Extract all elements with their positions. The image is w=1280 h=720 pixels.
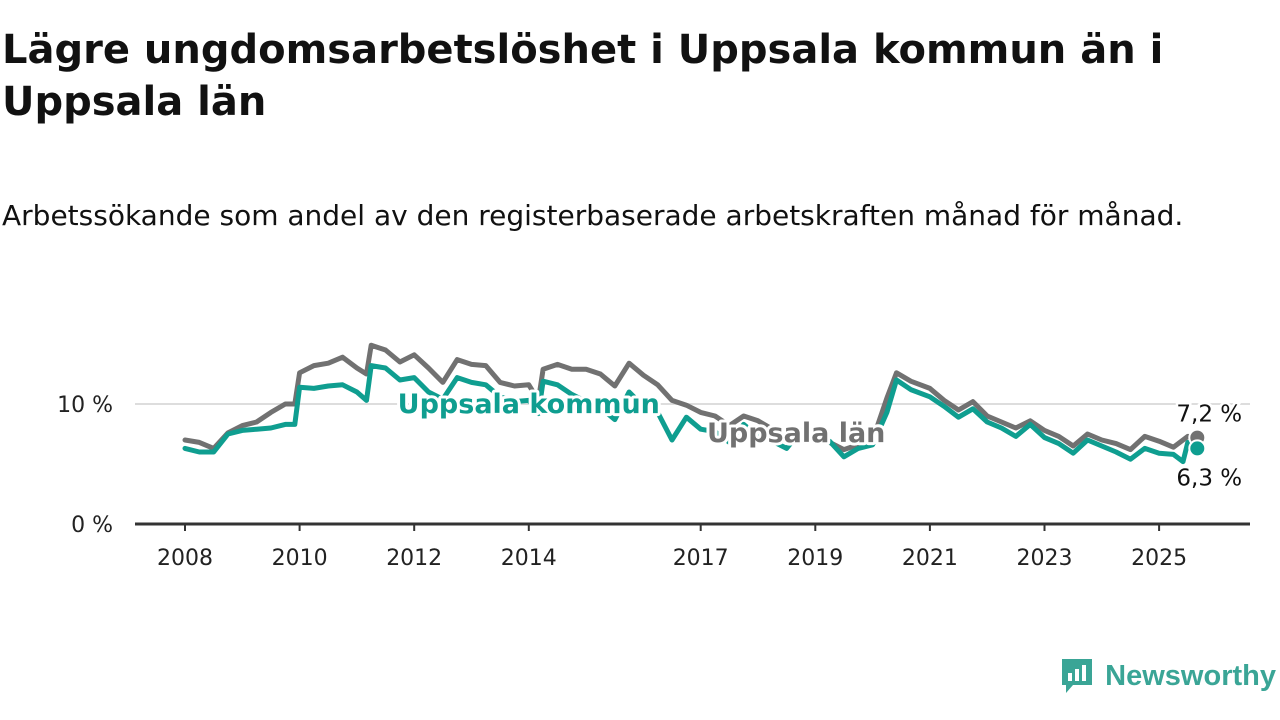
x-tick-label: 2021 — [902, 546, 958, 571]
x-tick-label: 2023 — [1017, 546, 1073, 571]
series-lines — [182, 342, 1200, 465]
series-label: Uppsala län — [707, 418, 885, 449]
y-axis-labels: 0 % 10 % — [57, 393, 113, 538]
end-value-label: 7,2 % — [1176, 402, 1242, 428]
x-tick-label: 2010 — [272, 546, 328, 571]
brand: Newsworthy — [1059, 656, 1276, 696]
x-axis: 2008 2010 2012 2014 2017 2019 2021 2023 2025 — [135, 522, 1250, 571]
y-tick-label: 0 % — [71, 513, 113, 538]
x-tick-label: 2017 — [673, 546, 729, 571]
x-tick-label: 2014 — [501, 546, 557, 571]
line-chart: 2008 2010 2012 2014 2017 2019 2021 2023 2025 0 %… — [57, 342, 1250, 571]
inline-series-labels: Uppsala kommun Uppsala län — [395, 386, 889, 452]
y-tick-label: 10 % — [57, 393, 113, 418]
x-tick-label: 2019 — [787, 546, 843, 571]
x-tick-label: 2008 — [157, 546, 213, 571]
end-value-label: 6,3 % — [1176, 465, 1242, 491]
series-line-uppsala-län — [182, 342, 1200, 453]
x-tick-label: 2012 — [386, 546, 442, 571]
end-markers: 7,2 % 6,3 % — [1174, 399, 1245, 494]
series-line-uppsala-kommun — [182, 363, 1200, 465]
chart-subtitle: Arbetssökande som andel av den registerb… — [2, 199, 1184, 232]
series-label: Uppsala kommun — [398, 389, 660, 420]
end-marker — [1188, 439, 1207, 458]
newsworthy-logo-icon — [1062, 659, 1093, 693]
x-tick-label: 2025 — [1131, 546, 1187, 571]
brand-name: Newsworthy — [1105, 659, 1276, 692]
chart-title: Lägre ungdomsarbetslöshet i Uppsala komm… — [2, 27, 1164, 125]
